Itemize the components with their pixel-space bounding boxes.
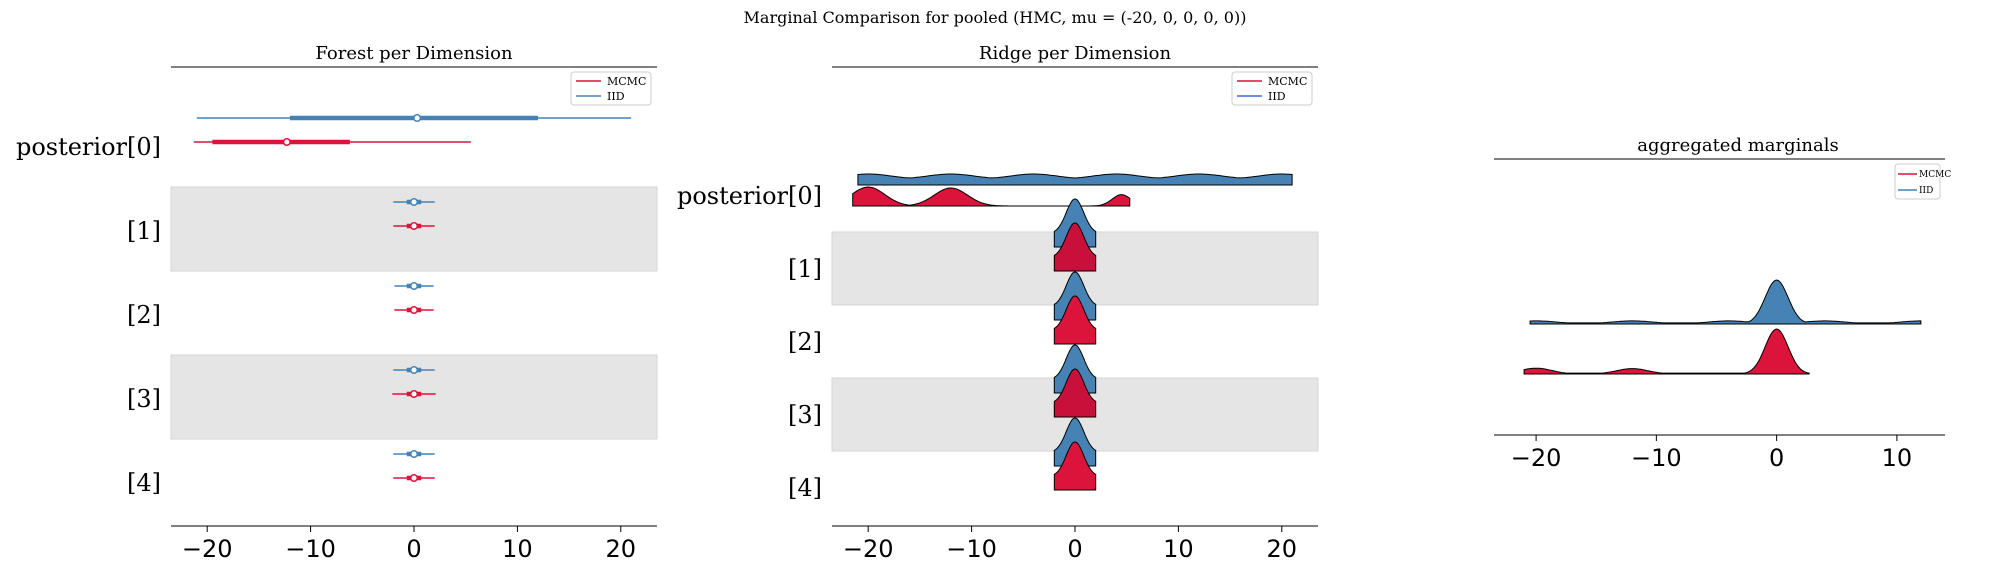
forest-iid-row-0-median <box>413 113 422 123</box>
ridge-row-label-4: [4] <box>788 474 822 502</box>
forest-xaxis-tick-label-1: −10 <box>285 535 336 563</box>
forest-iid-row-2-median <box>409 281 419 291</box>
forest-legend-iid-label: IID <box>607 90 625 103</box>
forest-row-label-2: [2] <box>127 301 161 329</box>
aggregated-xaxis-tick-label-3: 10 <box>1882 444 1913 472</box>
forest-title: Forest per Dimension <box>315 43 513 64</box>
ridge-legend-mcmc-label: MCMC <box>1268 75 1307 88</box>
ridge-mcmc-row-0 <box>852 186 1131 207</box>
ridge-row-label-1: [1] <box>788 255 822 283</box>
ridge-mcmc-row-1 <box>1053 222 1097 272</box>
aggregated-legend-iid-label: IID <box>1919 186 1933 196</box>
forest-row-label-0: posterior[0] <box>16 133 161 161</box>
ridge-mcmc-row-4 <box>1053 441 1097 491</box>
ridge-mcmc-row-3 <box>1053 368 1097 418</box>
forest-mcmc-row-1-median <box>409 221 419 231</box>
forest-row-label-3: [3] <box>127 385 161 413</box>
aggregated-title: aggregated marginals <box>1637 135 1838 156</box>
forest-iid-row-3-median <box>409 365 419 375</box>
aggregated-iid-area <box>1529 279 1922 325</box>
aggregated-legend: MCMC IID <box>1894 163 1951 200</box>
aggregated-xaxis-tick-label-0: −20 <box>1511 444 1562 472</box>
ridge-iid-row-0 <box>857 173 1293 186</box>
forest-xaxis-tick-label-4: 20 <box>606 535 637 563</box>
forest-panel: Forest per Dimension posterior[0] [1] [2… <box>16 43 658 563</box>
ridge-row-label-3: [3] <box>788 401 822 429</box>
ridge-title: Ridge per Dimension <box>979 43 1172 64</box>
aggregated-xaxis-tick-label-1: −10 <box>1631 444 1682 472</box>
aggregated-panel: aggregated marginals −20 −10 0 10 MCMC IID <box>1494 135 1951 472</box>
forest-iid-row-4-median <box>409 449 419 459</box>
ridge-xaxis-tick-label-4: 20 <box>1267 535 1298 563</box>
ridge-marks <box>852 173 1293 491</box>
ridge-xaxis-tick-label-2: 0 <box>1067 535 1082 563</box>
forest-iid-row-1-median <box>409 197 419 207</box>
aggregated-mcmc-area <box>1523 328 1810 375</box>
aggregated-legend-mcmc-label: MCMC <box>1919 170 1951 180</box>
forest-marks <box>193 113 632 483</box>
ridge-xaxis-tick-label-1: −10 <box>946 535 997 563</box>
ridge-xaxis-tick-label-0: −20 <box>843 535 894 563</box>
ridge-panel: Ridge per Dimension posterior[0] [1] [2]… <box>677 43 1319 563</box>
forest-xaxis-tick-label-3: 10 <box>502 535 533 563</box>
forest-xaxis: −20 −10 0 10 20 <box>182 526 636 563</box>
figure-suptitle: Marginal Comparison for pooled (HMC, mu … <box>744 8 1247 27</box>
forest-row-label-1: [1] <box>127 217 161 245</box>
ridge-row-label-0: posterior[0] <box>677 182 822 210</box>
forest-xaxis-tick-label-2: 0 <box>406 535 421 563</box>
forest-legend: MCMC IID <box>570 71 652 106</box>
ridge-mcmc-row-2 <box>1053 295 1097 345</box>
forest-xaxis-tick-label-0: −20 <box>182 535 233 563</box>
aggregated-xaxis-tick-label-2: 0 <box>1769 444 1784 472</box>
ridge-legend-iid-label: IID <box>1268 90 1286 103</box>
ridge-xaxis-tick-label-3: 10 <box>1163 535 1194 563</box>
forest-row-label-4: [4] <box>127 469 161 497</box>
forest-legend-mcmc-label: MCMC <box>607 75 646 88</box>
forest-mcmc-row-2-median <box>409 305 419 315</box>
aggregated-marks <box>1523 279 1922 375</box>
ridge-row-label-2: [2] <box>788 328 822 356</box>
forest-mcmc-row-3-median <box>409 389 419 399</box>
forest-mcmc-row-4-median <box>409 473 419 483</box>
aggregated-xaxis: −20 −10 0 10 <box>1511 435 1912 472</box>
ridge-xaxis: −20 −10 0 10 20 <box>843 526 1297 563</box>
ridge-legend: MCMC IID <box>1231 71 1313 106</box>
forest-mcmc-row-0-median <box>282 137 291 147</box>
